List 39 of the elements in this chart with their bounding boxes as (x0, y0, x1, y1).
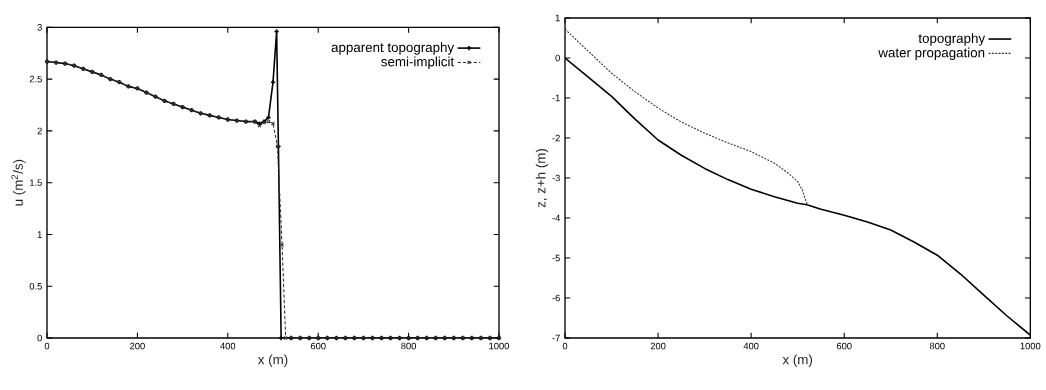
point (280, 242, 285, 247)
x-tick-label: 0 (562, 342, 568, 350)
line-series (565, 28, 808, 205)
x-tick-label: 1000 (489, 342, 510, 350)
legend-label: apparent topography (331, 42, 455, 55)
y-tick-label: 1 (555, 14, 560, 22)
x-tick-label: 600 (310, 342, 326, 350)
x-tick-label: 200 (650, 342, 666, 350)
x-tick-label: 200 (130, 342, 145, 350)
y-tick-label: 0.5 (29, 282, 42, 290)
x-tick-label: 800 (401, 342, 417, 350)
y-tick-label: -7 (552, 334, 560, 342)
x-tick-label: 800 (929, 342, 945, 350)
point (270, 121, 276, 126)
y-tick-label: 1 (37, 231, 42, 238)
x-tick-label: 400 (220, 342, 236, 350)
x-tick-label: 400 (743, 342, 759, 350)
y-tick-label: 2.5 (29, 75, 42, 83)
y-tick-label: 2 (37, 127, 42, 135)
x-tick-label: 0 (44, 342, 50, 350)
y-tick-label: -4 (552, 214, 561, 222)
x-tick-label: 600 (836, 342, 852, 350)
legend-label: topography (918, 33, 986, 46)
x-axis-title: x (m) (257, 354, 288, 367)
y-tick-label: -1 (552, 94, 560, 102)
y-tick-label: -6 (552, 294, 560, 302)
y-tick-label: -3 (552, 174, 560, 182)
x-axis-title: x (m) (782, 354, 813, 367)
legend-label: semi-implicit (381, 56, 455, 70)
x-tick-label: 1000 (1020, 342, 1041, 350)
y-axis-title: u (m$^{2}$/s) (11, 159, 26, 206)
y-tick-label: 1.5 (30, 179, 42, 186)
y-tick-label: 3 (37, 24, 42, 31)
y-tick-label: 0 (37, 334, 42, 342)
y-tick-label: 0 (555, 54, 560, 62)
y-axis-title: z, z+h (m) (535, 149, 549, 208)
y-tick-label: -2 (552, 134, 560, 142)
y-tick-label: -5 (552, 254, 560, 262)
legend-label: water propagation (878, 47, 985, 60)
